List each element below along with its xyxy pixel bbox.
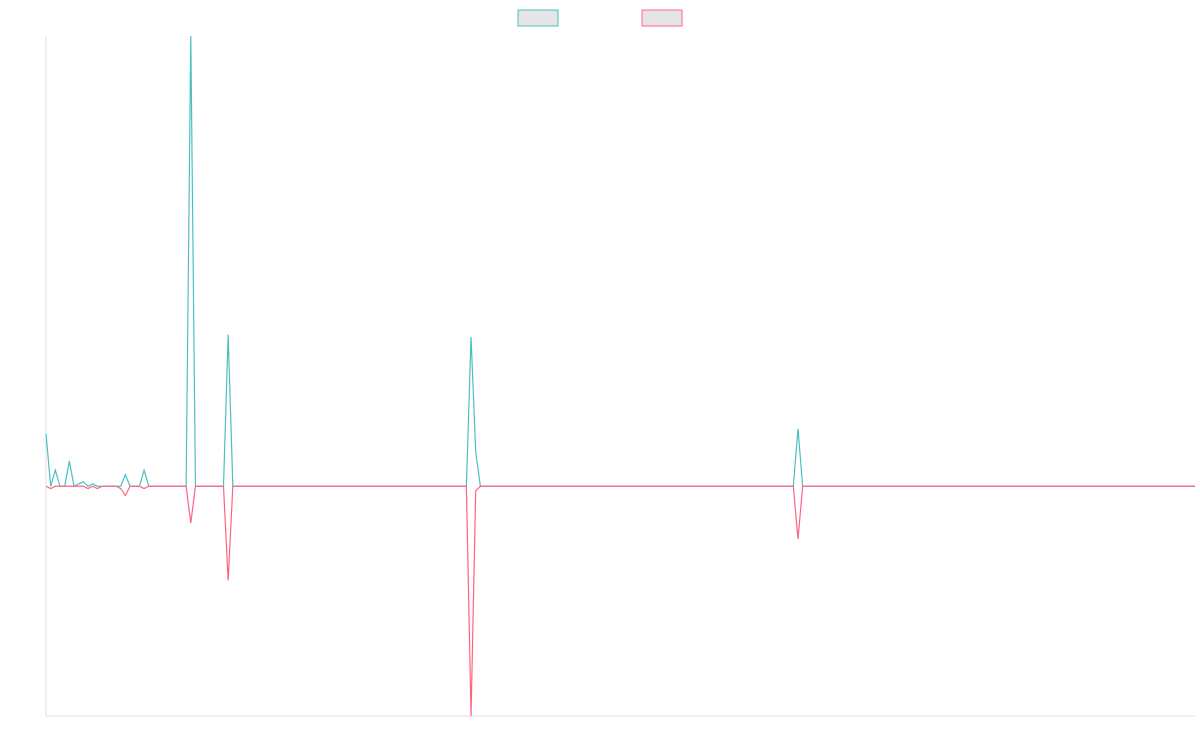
series-line-1 [45, 485, 1195, 717]
series-line-0 [45, 35, 1195, 488]
legend-swatch-0 [517, 9, 559, 27]
legend-swatch-1 [641, 9, 683, 27]
legend-item-0[interactable] [517, 9, 559, 27]
axes [45, 36, 1195, 717]
legend [517, 9, 683, 27]
legend-item-1[interactable] [641, 9, 683, 27]
series-layer [45, 35, 1195, 717]
